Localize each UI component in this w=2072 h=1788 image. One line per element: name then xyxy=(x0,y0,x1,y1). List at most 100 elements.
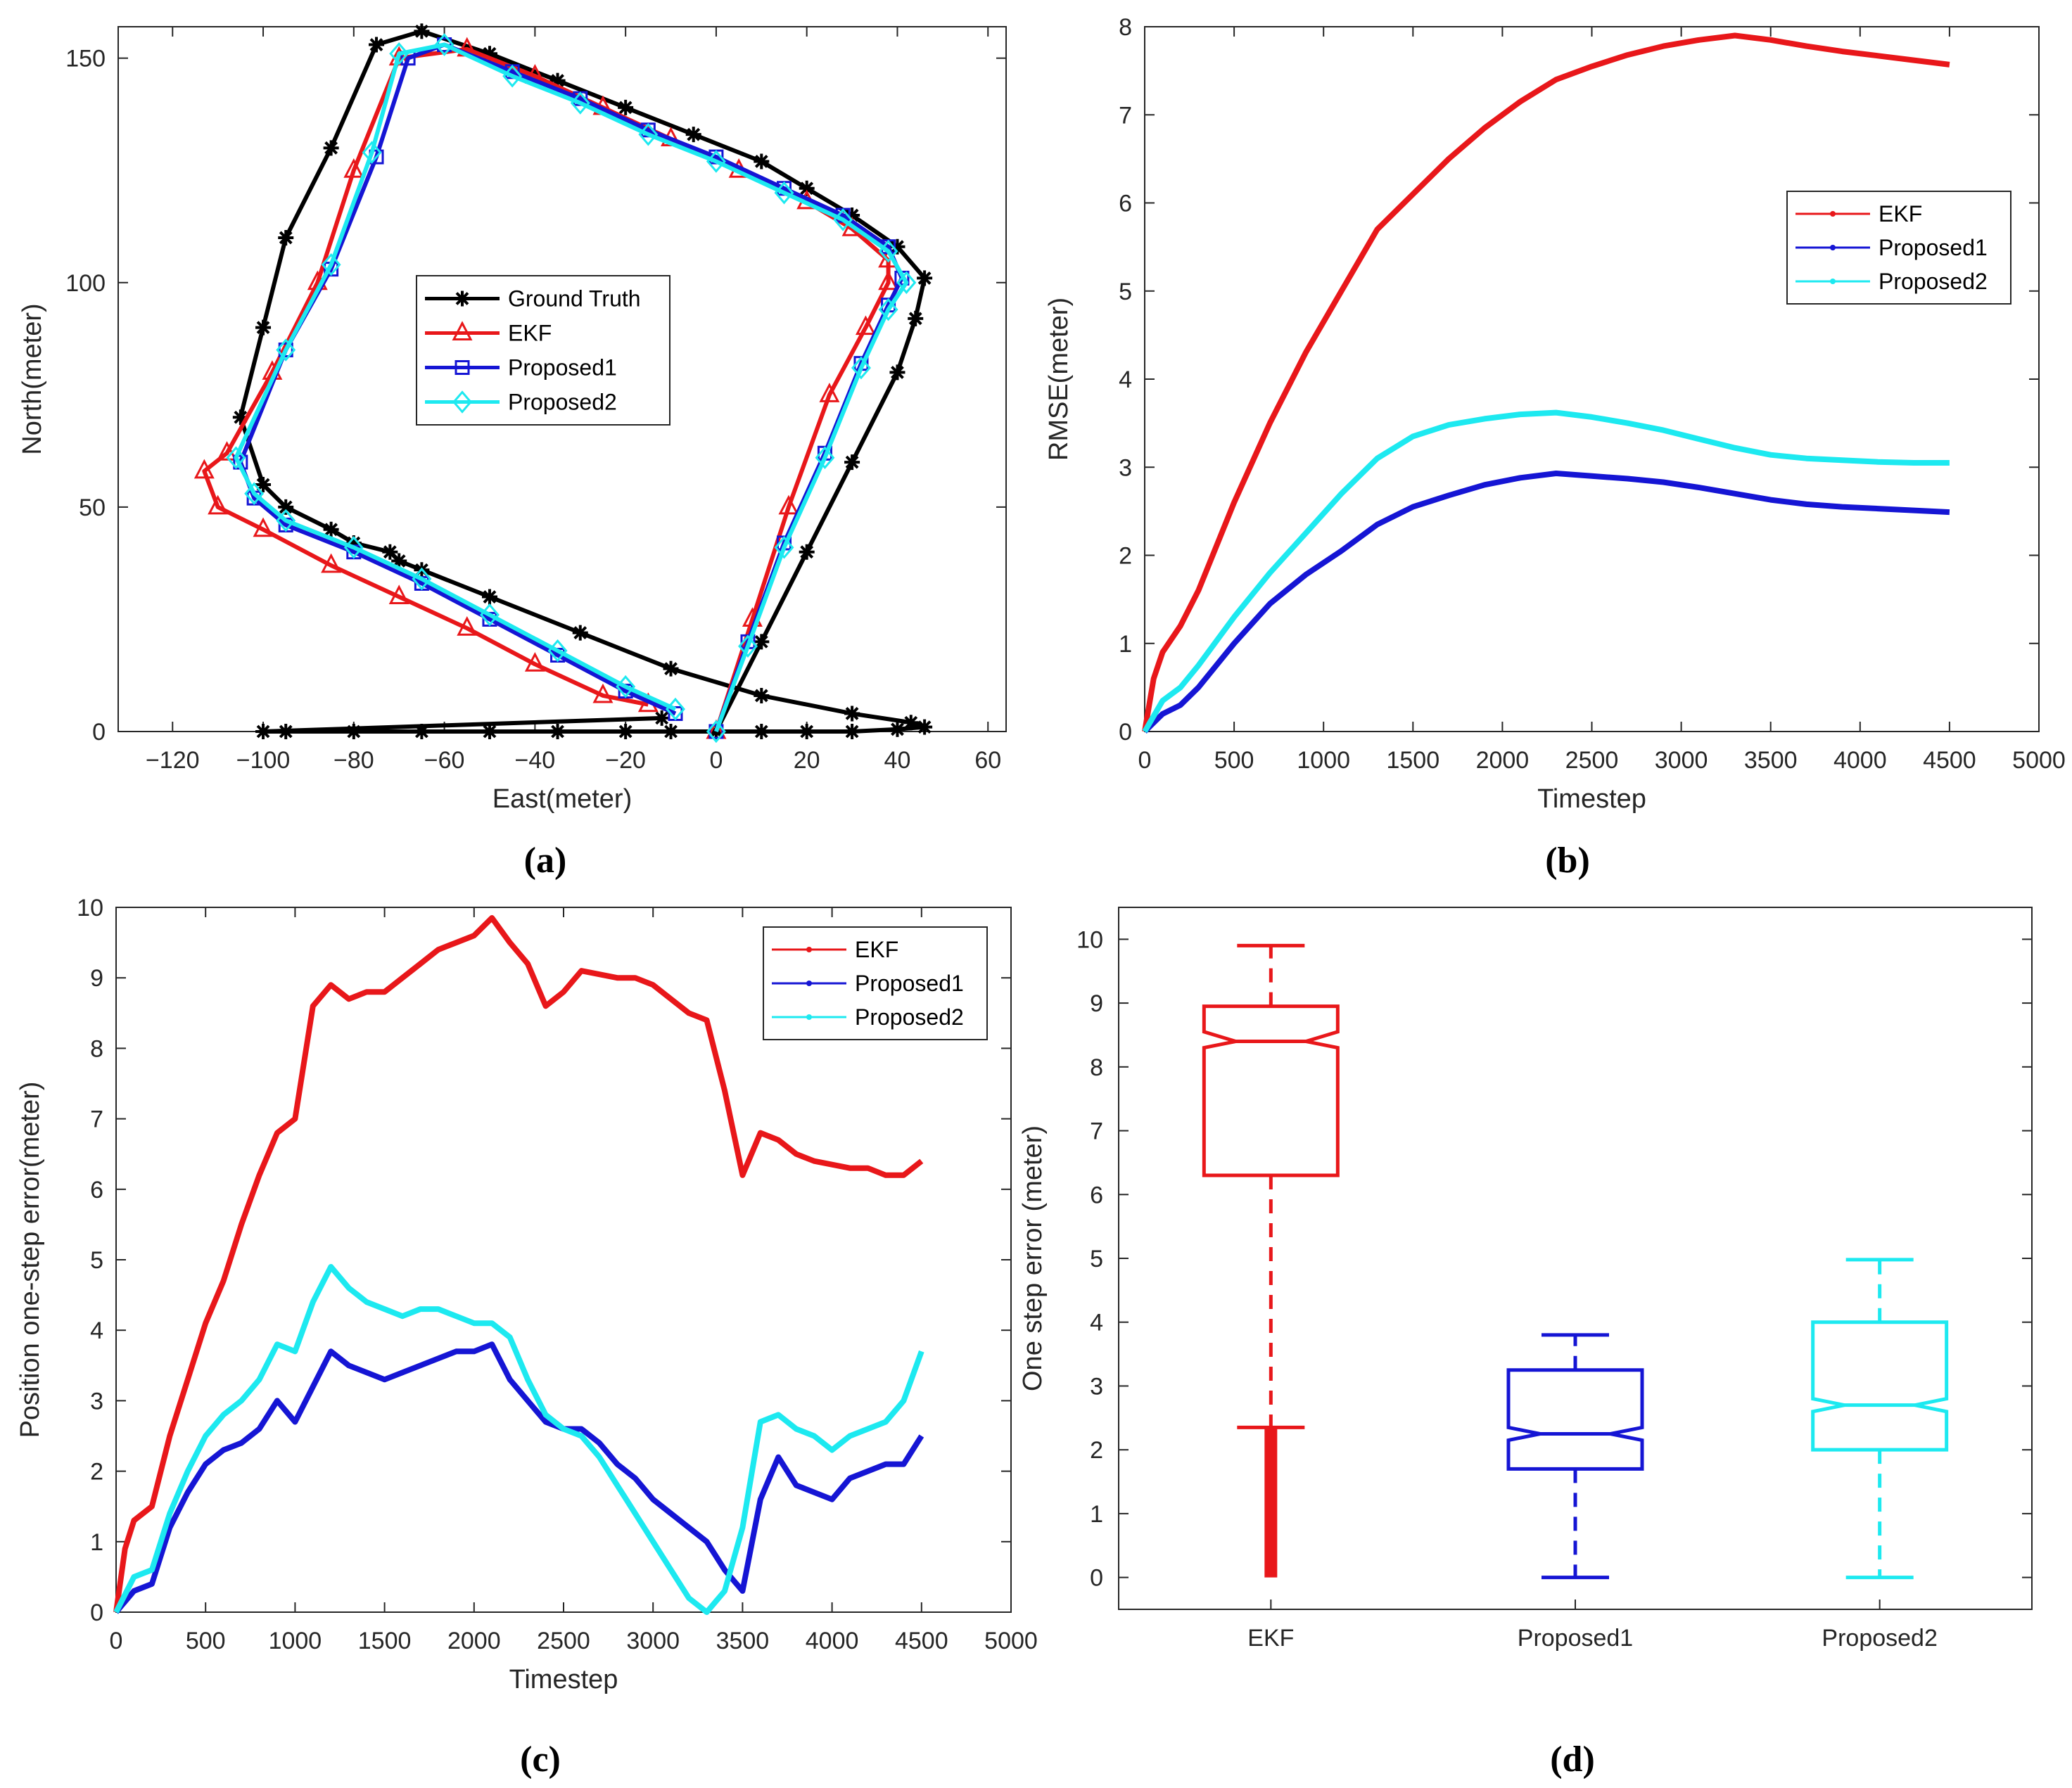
chart-a-legend: Ground Truth EKF Proposed1 Proposed2 xyxy=(416,275,670,426)
chart-a-point-proposed2 xyxy=(412,567,432,591)
chart-a-point-proposed2 xyxy=(434,33,455,56)
chart-a-point-proposed2 xyxy=(706,720,726,743)
chart-a-point-ground-truth xyxy=(908,310,924,326)
chart-c-legend-marker xyxy=(806,981,812,986)
chart-a-point-proposed2 xyxy=(276,509,296,532)
chart-a-point-proposed2 xyxy=(665,697,685,721)
chart-c-legend-label: Proposed1 xyxy=(855,971,964,996)
chart-c-xtick-label: 500 xyxy=(186,1628,226,1654)
chart-b-xtick-label: 1500 xyxy=(1386,747,1439,774)
chart-c-ytick-label: 6 xyxy=(90,1177,103,1203)
chart-a-xlabel: East(meter) xyxy=(492,784,632,814)
chart-c: 0 500 1000 1500 2000 2500 3000 3500 4000 4500 5000… xyxy=(15,895,1038,1694)
chart-d-ytick-label: 9 xyxy=(1090,990,1103,1017)
chart-a-point-ekf xyxy=(193,459,215,479)
chart-a-point-ekf xyxy=(819,383,840,402)
chart-a-xtick-label: 0 xyxy=(709,747,723,774)
chart-a-xtick-label: −100 xyxy=(236,747,291,774)
chart-d-box-ekf xyxy=(1202,1004,1340,1177)
chart-b-legend-label: Proposed1 xyxy=(1879,235,1988,260)
chart-a-point-proposed2 xyxy=(638,122,659,146)
chart-b-xtick-label: 4000 xyxy=(1833,747,1887,774)
chart-a-point-proposed2 xyxy=(244,482,265,506)
chart-c-xtick-label: 1500 xyxy=(358,1628,412,1654)
chart-a-point-ground-truth xyxy=(278,499,294,515)
chart-a-point-proposed2 xyxy=(547,639,568,663)
chart-a-point-proposed2 xyxy=(774,536,794,559)
caption-b: (b) xyxy=(1545,841,1590,881)
chart-a-point-ground-truth xyxy=(654,710,670,726)
chart-a-point-proposed2 xyxy=(738,634,758,658)
chart-d-ytick-label: 6 xyxy=(1090,1182,1103,1208)
chart-a-point-ekf xyxy=(253,517,274,537)
chart-d-xtick-label: Proposed2 xyxy=(1822,1625,1937,1652)
chart-c-ylabel: Position one-step error(meter) xyxy=(15,1082,45,1438)
chart-a-point-ground-truth xyxy=(844,454,860,471)
chart-c-xtick-label: 0 xyxy=(110,1628,123,1654)
chart-c-ytick-label: 7 xyxy=(90,1106,103,1133)
chart-a: −120 −100 −80 −60 −40 −20 0 20 40 60 0 50 100 150 East… xyxy=(18,23,1007,814)
chart-a-xtick-label: −80 xyxy=(333,747,374,774)
chart-a-point-proposed2 xyxy=(706,150,726,173)
chart-b: 0 500 1000 1500 2000 2500 3000 3500 4000 4500 5000… xyxy=(1044,14,2066,814)
chart-a-point-ekf xyxy=(878,270,899,290)
chart-c-xtick-label: 1000 xyxy=(269,1628,322,1654)
chart-d-ytick-label: 5 xyxy=(1090,1246,1103,1272)
chart-a-xtick-label: 20 xyxy=(794,747,820,774)
chart-b-xtick-label: 4500 xyxy=(1923,747,1976,774)
caption-c: (c) xyxy=(520,1739,561,1780)
chart-a-point-ground-truth xyxy=(799,724,815,739)
chart-a-point-ground-truth xyxy=(889,238,905,255)
chart-a-point-proposed2 xyxy=(570,91,590,115)
chart-a-point-ground-truth xyxy=(323,140,339,156)
chart-a-point-ground-truth xyxy=(572,625,588,641)
chart-c-series-ekf xyxy=(113,915,924,1613)
chart-c-series-proposed1 xyxy=(113,1341,924,1614)
chart-a-legend-label: Ground Truth xyxy=(508,286,641,312)
chart-b-ylabel: RMSE(meter) xyxy=(1044,298,1074,461)
chart-c-series-proposed2 xyxy=(113,1264,924,1615)
chart-a-point-ground-truth xyxy=(799,180,815,196)
chart-a-point-ekf xyxy=(217,441,238,461)
chart-d-xtick-label: Proposed1 xyxy=(1518,1625,1633,1652)
chart-c-ytick-label: 5 xyxy=(90,1247,103,1274)
chart-a-point-ground-truth xyxy=(889,721,905,737)
caption-d: (d) xyxy=(1550,1739,1595,1780)
chart-a-point-ground-truth xyxy=(481,46,497,62)
chart-d-ytick-label: 1 xyxy=(1090,1501,1103,1528)
chart-a-point-ground-truth xyxy=(917,270,933,286)
chart-d-ytick-label: 2 xyxy=(1090,1437,1103,1464)
chart-a-point-ground-truth xyxy=(663,724,679,739)
chart-d-ytick-label: 10 xyxy=(1076,926,1103,953)
chart-c-legend: EKF Proposed1 Proposed2 xyxy=(763,926,988,1040)
chart-b-series-ekf xyxy=(1142,32,1950,732)
chart-a-point-ground-truth xyxy=(481,724,497,739)
chart-b-ytick-label: 7 xyxy=(1119,102,1132,129)
chart-a-point-proposed2 xyxy=(389,41,409,65)
chart-b-xtick-label: 2000 xyxy=(1476,747,1530,774)
chart-a-point-proposed2 xyxy=(276,338,296,362)
chart-a-point-ground-truth xyxy=(255,724,272,739)
chart-b-ytick-label: 5 xyxy=(1119,279,1132,305)
chart-b-legend-marker xyxy=(1830,245,1836,250)
chart-c-xtick-label: 3000 xyxy=(626,1628,680,1654)
chart-a-point-proposed2 xyxy=(362,141,382,165)
caption-a: (a) xyxy=(524,841,567,881)
chart-a-series-proposed2 xyxy=(234,42,909,733)
chart-a-point-ground-truth xyxy=(414,724,430,739)
chart-a-xtick-label: −120 xyxy=(146,747,200,774)
chart-d-box-proposed2 xyxy=(1811,1320,1949,1452)
chart-b-ytick-label: 2 xyxy=(1119,543,1132,570)
chart-a-point-ground-truth xyxy=(903,715,919,731)
chart-a-xtick-label: −60 xyxy=(424,747,465,774)
chart-a-point-ground-truth xyxy=(369,37,385,53)
chart-a-point-ground-truth xyxy=(481,589,497,605)
chart-c-xtick-label: 3500 xyxy=(716,1628,770,1654)
chart-a-point-ekf xyxy=(778,494,799,515)
chart-a-legend-marker xyxy=(455,360,470,375)
chart-a-point-proposed2 xyxy=(502,64,523,88)
chart-c-legend-marker xyxy=(806,1014,812,1020)
chart-a-point-ground-truth xyxy=(232,409,248,426)
chart-c-ytick-label: 2 xyxy=(90,1459,103,1486)
chart-a-point-proposed2 xyxy=(833,208,853,231)
